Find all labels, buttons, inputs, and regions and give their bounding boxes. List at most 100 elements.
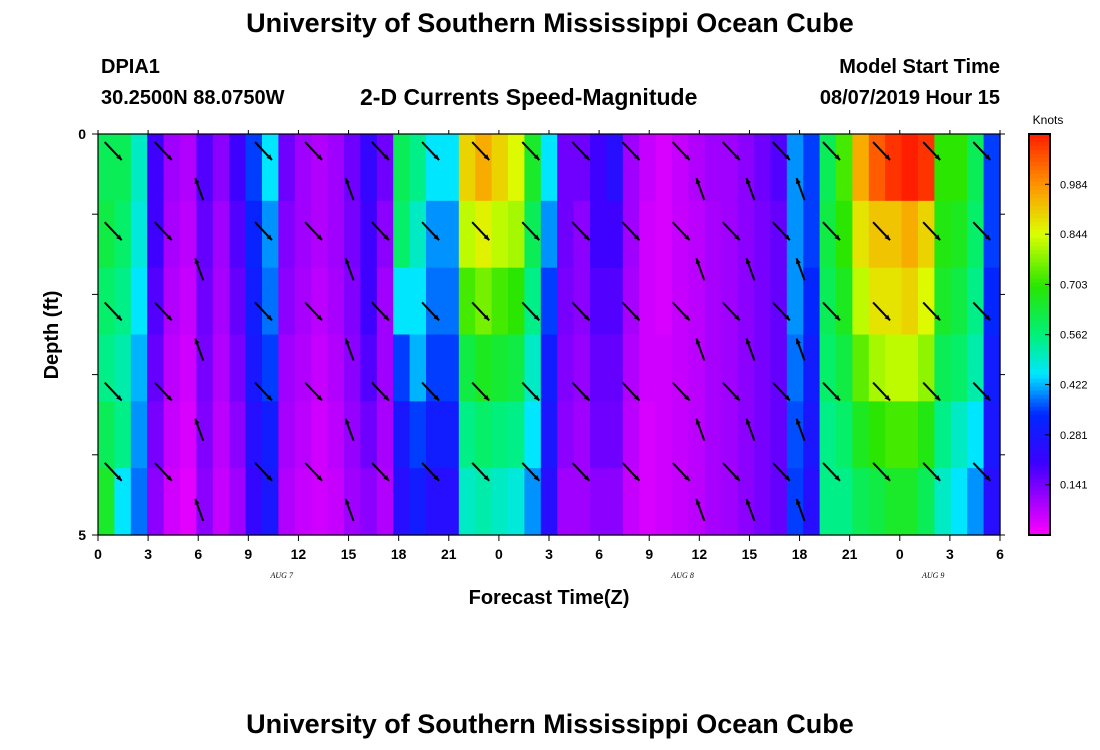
heatmap-cell (704, 267, 722, 336)
heatmap-cell (803, 334, 821, 402)
heatmap-cell (327, 334, 345, 402)
heatmap-cell (212, 134, 230, 202)
colorbar-band (1029, 274, 1050, 279)
heatmap-cell (393, 334, 411, 402)
x-tick-label: 15 (742, 546, 758, 562)
heatmap-cell (475, 134, 493, 202)
current-vector (772, 221, 791, 241)
vector-head (984, 475, 991, 481)
heatmap-cell (918, 468, 935, 536)
colorbar-band (1029, 314, 1050, 319)
heatmap-cell (212, 200, 230, 269)
colorbar-band (1029, 422, 1050, 428)
heatmap-cell (229, 267, 247, 336)
heatmap-cell (868, 267, 886, 336)
date-label: AUG 7 (270, 571, 294, 580)
heatmap-cell (98, 401, 115, 469)
current-vector (621, 301, 641, 322)
colorbar-band (1029, 482, 1050, 488)
current-vector (471, 381, 490, 402)
heatmap-cell (294, 200, 312, 269)
heatmap-cell (819, 334, 837, 402)
heatmap-cell (721, 468, 739, 536)
heatmap-cell (147, 267, 165, 336)
colorbar-band (1029, 190, 1050, 195)
colorbar-band (1029, 386, 1050, 392)
current-vector (371, 381, 390, 402)
current-vector (972, 221, 992, 241)
heatmap-cell (458, 334, 476, 402)
heatmap-cell (475, 468, 493, 536)
heatmap-cell (294, 267, 312, 336)
current-vector (671, 381, 691, 402)
heatmap-cell (754, 200, 771, 269)
current-vector (922, 141, 941, 161)
colorbar-band (1029, 262, 1050, 267)
current-vector (795, 177, 806, 201)
colorbar-band (1029, 354, 1050, 360)
heatmap-cell (967, 401, 985, 469)
heatmap-cell (918, 200, 935, 269)
x-tick-label: 12 (692, 546, 708, 562)
heatmap-cell (868, 134, 886, 202)
heatmap-cell (737, 267, 755, 336)
heatmap-cell (344, 468, 361, 536)
vector-head (533, 394, 540, 401)
vector-head (583, 154, 590, 161)
heatmap-cell (147, 401, 165, 469)
colorbar-band (1029, 150, 1050, 155)
current-vector (194, 257, 205, 281)
vector-head (695, 258, 701, 265)
heatmap-cell (245, 401, 263, 469)
heatmap-cell (803, 134, 821, 202)
heatmap-cell (672, 401, 689, 469)
current-vector (621, 462, 641, 482)
colorbar-band (1029, 518, 1050, 524)
vector-head (316, 314, 323, 321)
heatmap-cell (754, 334, 771, 402)
heatmap-cell (983, 200, 1001, 269)
vector-head (266, 314, 273, 321)
heatmap-cell (212, 401, 230, 469)
colorbar-band (1029, 406, 1050, 412)
heatmap-cell (721, 267, 739, 336)
heatmap-cell (163, 468, 181, 536)
colorbar-band (1029, 158, 1050, 163)
colorbar-band (1029, 322, 1050, 327)
heatmap-cell (737, 468, 755, 536)
vector-head (633, 475, 640, 481)
heatmap-cell (196, 200, 214, 269)
current-vector (972, 462, 992, 482)
colorbar-band (1029, 138, 1050, 143)
heatmap-cell (98, 267, 115, 336)
page-title: University of Southern Mississippi Ocean… (246, 8, 854, 38)
colorbar-band (1029, 286, 1050, 291)
heatmap-cell (376, 134, 394, 202)
footer-title: University of Southern Mississippi Ocean… (246, 709, 854, 739)
current-vector (344, 418, 355, 442)
current-vector (571, 462, 591, 482)
vector-head (633, 154, 640, 161)
vector-head (934, 475, 941, 481)
colorbar-band (1029, 494, 1050, 500)
heatmap-cell (540, 401, 558, 469)
current-vector (745, 177, 756, 201)
current-vector (521, 381, 541, 402)
vector-head (834, 154, 840, 161)
vector-head (734, 154, 740, 161)
plot-title: 2-D Currents Speed-Magnitude (360, 84, 698, 110)
heatmap-cell (393, 401, 411, 469)
vector-head (745, 338, 751, 345)
current-vector (154, 462, 173, 482)
heatmap-cell (655, 200, 673, 269)
current-vector (304, 221, 323, 241)
x-tick-label: 3 (144, 546, 152, 562)
vector-head (383, 234, 389, 241)
colorbar-band (1029, 306, 1050, 311)
vector-head (695, 338, 701, 345)
current-vector (521, 141, 541, 161)
heatmap-cell (606, 468, 624, 536)
heatmap-cell (114, 200, 132, 269)
heatmap-cell (704, 134, 722, 202)
